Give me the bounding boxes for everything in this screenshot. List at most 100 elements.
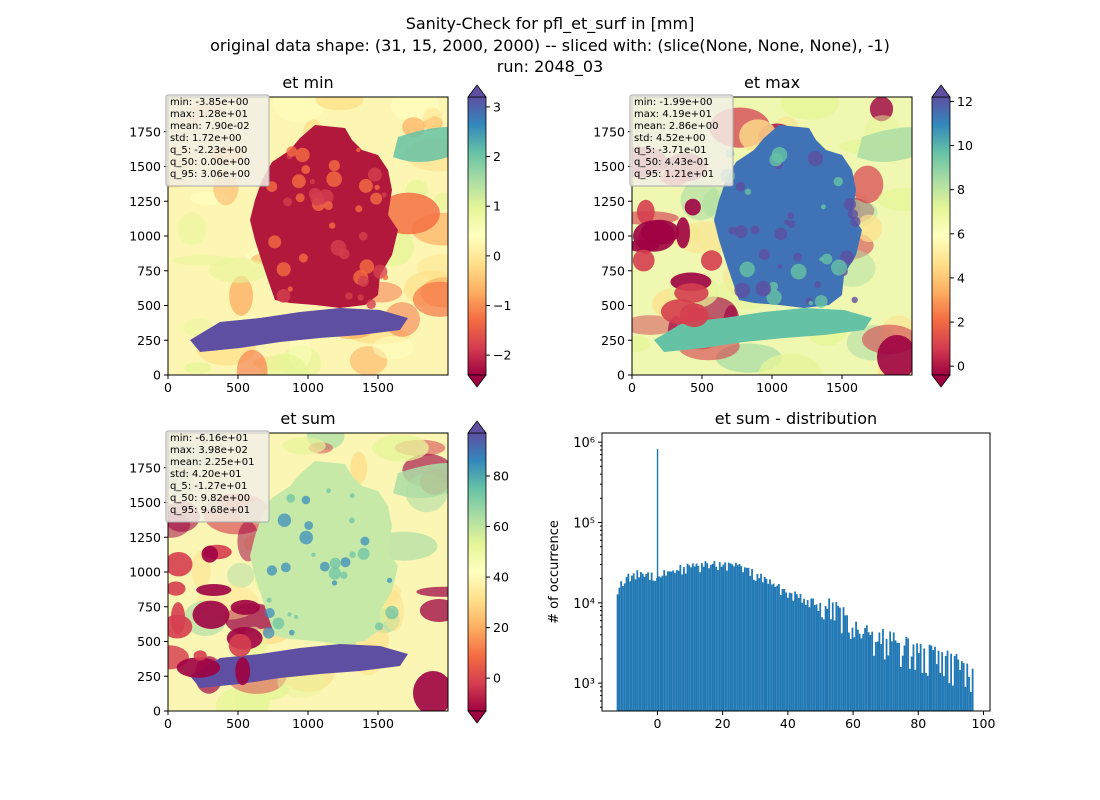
map-west-region [676,217,690,249]
x-tick-label: 1500 [826,380,858,395]
colorbar-tick-label: 2 [957,315,965,330]
histogram-bar [966,663,969,711]
histogram-bar [830,619,832,711]
histogram-bar [738,564,741,711]
histogram-bar [778,584,780,711]
y-tick-label: 750 [601,263,625,278]
histogram-bar [616,594,619,711]
histogram-bar [686,563,689,711]
histogram-bar [774,586,777,711]
suptitle-line-3: run: 2048_03 [497,57,603,77]
map-germany-detail [382,274,389,281]
histogram-bar [876,641,879,711]
histogram-bar [661,575,664,711]
stats-line: mean: 7.90e-02 [170,121,250,132]
panel-title-et-min: et min [282,73,333,92]
histogram-bar [835,602,838,711]
map-germany-detail [266,565,278,576]
colorbar-tick-label: 0 [957,359,965,374]
map-germany-detail [349,493,355,499]
map-west-region [201,545,219,563]
histogram-bar [941,652,944,711]
stats-line: q_50: 4.43e-01 [634,157,709,168]
panel-et-min: et min 0 500 1000 1500 0 250 500 750 1000 1250 150… [129,73,511,395]
map-germany-detail [328,567,341,580]
map-germany-detail [357,294,364,301]
histogram-bar [674,572,676,711]
histogram-bar [864,627,866,711]
colorbar-tick-label: 8 [957,182,965,197]
map-germany-detail [734,225,748,239]
y-tick-label: 1500 [129,159,161,174]
y-axis-label: # of occurrence [547,520,562,624]
histogram-bar [934,646,936,711]
histogram-bar [842,607,845,711]
x-tick-label: 1000 [756,380,788,395]
map-germany-detail [385,605,399,620]
map-germany-detail [774,227,788,241]
y-tick-label: 750 [137,263,161,278]
map-texture-blob [282,437,326,455]
histogram-bar [717,570,719,711]
histogram-bar [828,598,831,711]
histogram-bar [720,566,723,711]
map-germany-detail [744,188,752,195]
stats-line: max: 4.19e+01 [634,109,712,120]
axes-et-max: 0 500 1000 1500 0 250 500 750 1000 1250 1500 1750 [593,96,913,395]
map-germany-detail [755,280,772,297]
x-tick-label: 0 [164,716,172,731]
histogram-bar [681,574,684,711]
histogram-bar [665,575,667,711]
map-texture-blob [422,107,443,131]
map-germany-detail [790,263,807,280]
histogram-bar [760,573,762,711]
histogram-bar [903,645,906,711]
map-germany-detail [766,289,782,305]
map-texture-blob [434,192,448,211]
map-texture-blob [260,353,309,375]
map-germany-detail [286,494,296,503]
histogram-bar [910,656,913,711]
stats-box-background [629,94,734,187]
histogram-bar [711,563,714,711]
map-germany-detail [750,225,760,235]
histogram-bar [751,568,753,711]
map-germany-detail [345,292,353,300]
map-germany-detail [843,198,857,211]
histogram-bar [948,683,951,711]
histogram-bar [688,565,691,711]
map-texture-blob [372,434,429,462]
map-west-region [674,283,709,303]
histogram-bar [880,644,883,711]
histogram-bar [709,564,712,711]
histogram-bar [869,635,872,711]
histogram-bar [960,661,963,711]
map-west-region [632,239,660,253]
histogram-bar [912,644,915,711]
histogram-bar [959,670,961,711]
histogram-bar [772,583,775,711]
histogram-bar [810,598,813,711]
map-germany-detail [358,231,368,241]
stats-line: min: -1.99e+00 [634,97,713,108]
stats-line: q_5: -3.71e-01 [634,145,707,156]
y-tick-label: 250 [137,333,161,348]
y-tick-label: 250 [601,333,625,348]
histogram-bar [907,638,909,711]
map-germany-detail [831,259,847,276]
map-west-region [636,199,655,225]
histogram-bar [634,579,637,711]
map-germany-detail [367,167,382,182]
map-texture-blob [391,97,439,123]
histogram-bar [968,676,970,711]
y-tick-label: 10⁴ [573,597,595,612]
map-germany-detail [366,299,376,310]
colorbar-tick-label: −2 [493,348,511,363]
map-texture-blob [227,562,255,588]
panel-title-et-max: et max [744,73,800,92]
map-germany-detail [309,178,315,185]
histogram-bar [761,582,764,711]
histogram-bar [831,602,834,711]
map-texture-blob [177,212,207,246]
